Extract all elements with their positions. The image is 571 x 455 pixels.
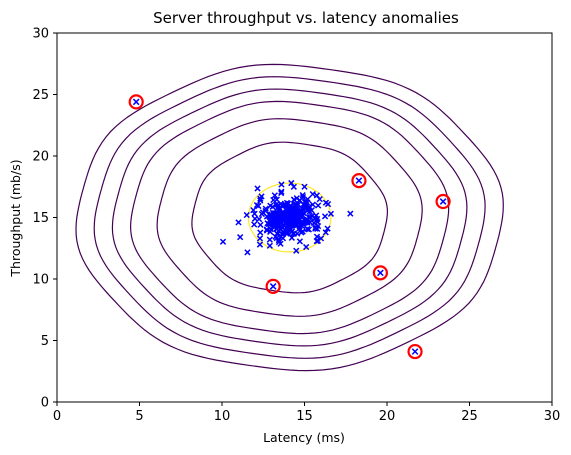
data-point — [297, 239, 302, 244]
y-tick-label: 10 — [32, 273, 49, 288]
x-tick-label: 30 — [544, 409, 561, 424]
y-tick-label: 25 — [32, 88, 49, 103]
y-tick-label: 15 — [32, 211, 49, 226]
data-point — [252, 222, 257, 227]
data-point — [238, 235, 243, 240]
x-tick-label: 15 — [296, 409, 313, 424]
data-point — [255, 186, 260, 191]
data-point — [348, 211, 353, 216]
data-point — [440, 199, 446, 205]
data-point — [257, 236, 262, 241]
x-tick-label: 5 — [135, 409, 143, 424]
x-axis: 0 5 10 15 20 25 30 — [53, 402, 560, 424]
x-tick-label: 0 — [53, 409, 61, 424]
data-point — [252, 216, 257, 221]
data-point — [257, 242, 262, 247]
data-point — [220, 239, 225, 244]
data-point — [316, 203, 321, 208]
y-tick-label: 0 — [41, 396, 49, 411]
data-point — [245, 250, 250, 255]
y-tick-label: 5 — [41, 334, 49, 349]
y-axis-label: Throughput (mb/s) — [8, 159, 23, 277]
x-axis-label: Latency (ms) — [263, 430, 345, 445]
data-point — [267, 237, 272, 242]
data-point — [412, 349, 418, 355]
chart-title: Server throughput vs. latency anomalies — [153, 9, 459, 27]
y-tick-label: 30 — [32, 27, 49, 42]
data-point — [258, 230, 263, 235]
x-tick-label: 10 — [214, 409, 231, 424]
x-tick-label: 20 — [379, 409, 396, 424]
data-point — [236, 220, 241, 225]
x-tick-label: 25 — [461, 409, 478, 424]
data-point — [378, 270, 384, 276]
data-point — [322, 214, 327, 219]
data-point — [258, 222, 263, 227]
y-tick-label: 20 — [32, 150, 49, 165]
y-axis: 0 5 10 15 20 25 30 — [32, 27, 57, 411]
data-point — [270, 284, 276, 290]
data-point — [133, 99, 139, 105]
data-point — [356, 178, 362, 184]
plot-area — [76, 64, 503, 370]
